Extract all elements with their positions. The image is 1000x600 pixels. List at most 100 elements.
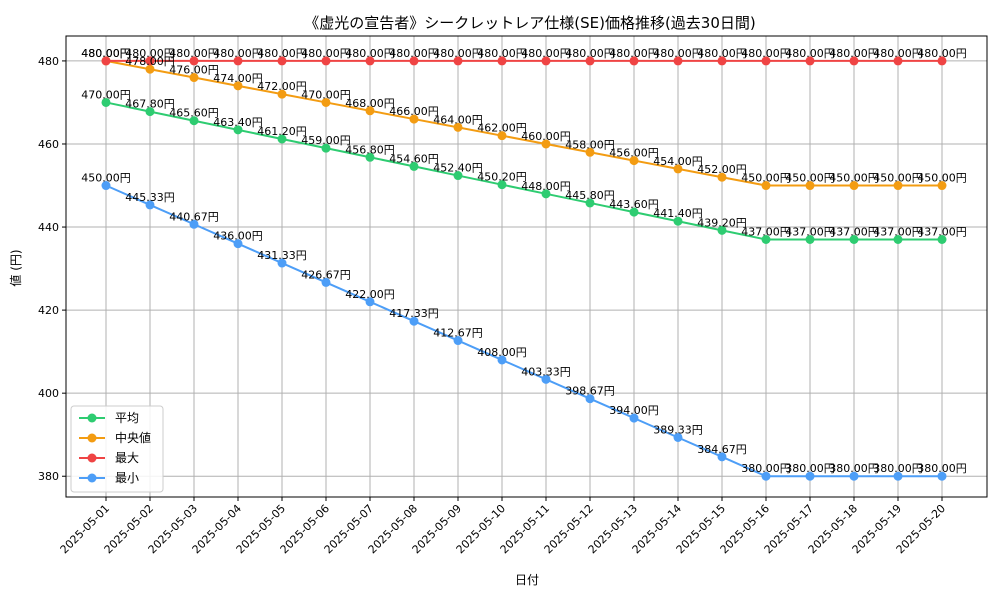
data-label-中央値: 464.00円 — [433, 113, 483, 126]
data-point-中央値 — [541, 139, 551, 149]
data-point-最大 — [805, 56, 815, 66]
series-line-平均 — [105, 101, 942, 241]
data-point-平均 — [453, 171, 463, 181]
data-point-平均 — [233, 125, 243, 135]
data-label-平均: 437.00円 — [829, 226, 879, 239]
data-label-最大: 480.00円 — [433, 47, 483, 60]
data-label-最大: 480.00円 — [345, 47, 395, 60]
data-point-最大 — [409, 56, 419, 66]
data-point-中央値 — [673, 164, 683, 174]
data-point-最小 — [585, 394, 595, 404]
data-label-平均: 465.60円 — [169, 107, 219, 120]
data-label-最大: 480.00円 — [917, 47, 967, 60]
data-point-中央値 — [321, 97, 331, 107]
legend-marker — [87, 413, 97, 423]
data-label-平均: 439.20円 — [697, 216, 747, 229]
data-label-最大: 480.00円 — [169, 47, 219, 60]
data-label-平均: 456.80円 — [345, 143, 395, 156]
data-point-中央値 — [893, 181, 903, 191]
data-point-中央値 — [233, 81, 243, 91]
data-label-中央値: 458.00円 — [565, 138, 615, 151]
data-label-平均: 461.20円 — [257, 125, 307, 138]
data-point-中央値 — [805, 181, 815, 191]
data-label-平均: 437.00円 — [741, 226, 791, 239]
data-label-平均: 454.60円 — [389, 152, 439, 165]
data-point-最小 — [365, 297, 375, 307]
data-label-中央値: 480.00円 — [81, 47, 131, 60]
data-point-最小 — [233, 239, 243, 249]
data-point-最大 — [145, 56, 155, 66]
data-point-最大 — [233, 56, 243, 66]
data-point-最小 — [673, 432, 683, 442]
legend-marker — [87, 433, 97, 443]
legend-label: 平均 — [115, 411, 139, 425]
data-label-最小: 445.33円 — [125, 191, 175, 204]
data-point-平均 — [761, 235, 771, 245]
chart-title: 《虚光の宣告者》シークレットレア仕様(SE)価格推移(過去30日間) — [304, 14, 756, 32]
y-tick-label: 460 — [38, 138, 59, 151]
data-point-最大 — [453, 56, 463, 66]
data-point-平均 — [409, 161, 419, 171]
data-label-最大: 480.00円 — [213, 47, 263, 60]
data-label-最大: 480.00円 — [125, 47, 175, 60]
data-point-平均 — [629, 207, 639, 217]
data-point-最大 — [893, 56, 903, 66]
data-label-最小: 422.00円 — [345, 288, 395, 301]
data-point-平均 — [937, 235, 947, 245]
data-point-中央値 — [761, 181, 771, 191]
data-label-中央値: 450.00円 — [741, 172, 791, 185]
data-point-平均 — [585, 198, 595, 208]
plot-area — [65, 35, 988, 498]
data-label-最大: 480.00円 — [829, 47, 879, 60]
legend-box — [70, 405, 164, 493]
data-label-中央値: 476.00円 — [169, 64, 219, 77]
data-label-最小: 380.00円 — [873, 462, 923, 475]
y-tick-label: 420 — [38, 304, 59, 317]
data-label-最大: 480.00円 — [609, 47, 659, 60]
y-tick-label: 380 — [38, 470, 59, 483]
data-point-最小 — [409, 316, 419, 326]
data-point-平均 — [277, 134, 287, 144]
data-label-最小: 389.33円 — [653, 423, 703, 436]
data-point-中央値 — [453, 122, 463, 132]
data-label-平均: 445.80円 — [565, 189, 615, 202]
series-layer — [101, 56, 947, 481]
data-point-最大 — [673, 56, 683, 66]
data-label-中央値: 472.00円 — [257, 80, 307, 93]
data-label-最小: 408.00円 — [477, 346, 527, 359]
data-point-最小 — [805, 471, 815, 481]
data-point-中央値 — [629, 156, 639, 166]
legend-label: 最小 — [115, 471, 139, 485]
x-axis-label: 日付 — [515, 573, 539, 587]
data-point-最大 — [277, 56, 287, 66]
data-point-平均 — [893, 235, 903, 245]
data-point-最大 — [937, 56, 947, 66]
data-point-平均 — [805, 235, 815, 245]
x-axis-ticks: 2025-05-012025-05-022025-05-032025-05-04… — [58, 497, 948, 556]
data-label-中央値: 452.00円 — [697, 163, 747, 176]
data-label-最大: 480.00円 — [697, 47, 747, 60]
data-label-最小: 417.33円 — [389, 307, 439, 320]
data-label-中央値: 450.00円 — [785, 172, 835, 185]
data-point-中央値 — [365, 106, 375, 116]
data-point-最大 — [585, 56, 595, 66]
y-axis-label: 値 (円) — [8, 249, 23, 286]
data-label-最小: 394.00円 — [609, 404, 659, 417]
data-label-最小: 380.00円 — [785, 462, 835, 475]
data-label-平均: 452.40円 — [433, 162, 483, 175]
data-label-平均: 448.00円 — [521, 180, 571, 193]
data-labels: 470.00円467.80円465.60円463.40円461.20円459.0… — [81, 47, 967, 475]
data-label-平均: 467.80円 — [125, 98, 175, 111]
y-tick-label: 400 — [38, 387, 59, 400]
data-label-最大: 480.00円 — [81, 47, 131, 60]
data-point-平均 — [321, 143, 331, 153]
data-point-最大 — [497, 56, 507, 66]
data-point-平均 — [189, 116, 199, 126]
data-point-最大 — [629, 56, 639, 66]
data-label-最小: 426.67円 — [301, 268, 351, 281]
y-axis-ticks: 380 400 420 440 460 480 — [38, 55, 66, 483]
data-point-中央値 — [277, 89, 287, 99]
data-point-最大 — [189, 56, 199, 66]
data-label-平均: 437.00円 — [873, 226, 923, 239]
